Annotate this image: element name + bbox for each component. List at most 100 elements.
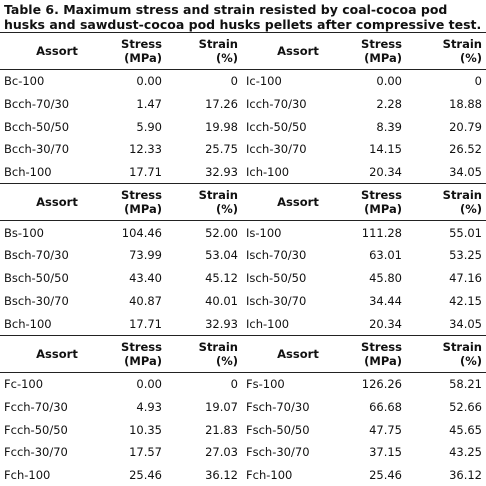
table-cell: Bs-100 [4,225,44,240]
table-row: Fc-100 0.00 0 Fs-100 126.26 58.21 [0,372,486,395]
table-cell: 47.75 [369,422,402,437]
table-cell: Fcch-70/30 [4,399,68,414]
table-cell: 34.44 [369,293,402,308]
column-header: Stress (MPa) [114,334,166,373]
table-title: Table 6. Maximum stress and strain resis… [4,2,482,32]
table-cell: 17.71 [129,165,162,180]
table-cell: 17.57 [129,445,162,460]
table-cell: 26.52 [449,142,482,157]
table-cell: 58.21 [449,377,482,392]
column-header: Assort [0,32,114,70]
table-cell: Fch-100 [4,467,51,482]
table-cell: 25.75 [205,142,238,157]
table-cell: 0.00 [136,377,162,392]
table-cell: 0.00 [376,74,402,89]
table-cell: 20.79 [449,119,482,134]
table-cell: 36.12 [449,467,482,482]
table-cell: 63.01 [369,248,402,263]
table-cell: 5.90 [136,119,162,134]
table-cell: 17.26 [205,97,238,112]
column-header: Strain (%) [166,183,242,222]
table-row: Bcch-50/50 5.90 19.98 Icch-50/50 8.39 20.79 [0,115,486,138]
table-cell: 53.04 [205,248,238,263]
table-cell: 32.93 [205,316,238,331]
header-row: Assort Stress (MPa) Strain (%) Assort Stress… [0,32,486,70]
column-header: Assort [0,334,114,373]
table-cell: Bch-100 [4,165,52,180]
table-cell: 8.39 [376,119,402,134]
table-cell: Ic-100 [246,74,282,89]
table-cell: 17.71 [129,316,162,331]
table-cell: 20.34 [369,165,402,180]
table-cell: 55.01 [449,225,482,240]
table-row: Fch-100 25.46 36.12 Fch-100 25.46 36.12 [0,464,486,486]
table-cell: Fc-100 [4,377,44,392]
table-cell: 43.40 [129,271,162,286]
table-cell: 27.03 [205,445,238,460]
column-header: Stress (MPa) [354,334,406,373]
table-cell: 34.05 [449,165,482,180]
table-row: Bc-100 0.00 0 Ic-100 0.00 0 [0,70,486,93]
column-header: Stress (MPa) [354,183,406,222]
table-cell: Bsch-30/70 [4,293,69,308]
table-cell: Bch-100 [4,316,52,331]
table-row: Bsch-50/50 43.40 45.12 Isch-50/50 45.80 47.16 [0,267,486,290]
table-cell: 45.80 [369,271,402,286]
table-cell: 19.07 [205,399,238,414]
table-cell: 2.28 [376,97,402,112]
table-cell: 66.68 [369,399,402,414]
table-cell: 25.46 [369,467,402,482]
table-cell: Isch-30/70 [246,293,307,308]
table-cell: 36.12 [205,467,238,482]
table-cell: 4.93 [136,399,162,414]
table-cell: Bsch-50/50 [4,271,69,286]
table-cell: 111.28 [361,225,402,240]
table-row: Fcch-50/50 10.35 21.83 Fsch-50/50 47.75 45.65 [0,418,486,441]
table-cell: 126.26 [361,377,402,392]
column-header: Stress (MPa) [114,183,166,222]
table-cell: Icch-50/50 [246,119,307,134]
column-header: Assort [242,32,354,70]
table-cell: Ich-100 [246,165,290,180]
column-header: Stress (MPa) [114,32,166,70]
table-cell: Icch-30/70 [246,142,307,157]
table-row: Bsch-70/30 73.99 53.04 Isch-70/30 63.01 53.25 [0,244,486,267]
table-row: Bcch-70/30 1.47 17.26 Icch-70/30 2.28 18.88 [0,93,486,116]
table-cell: 45.12 [205,271,238,286]
table-cell: 52.00 [205,225,238,240]
table-cell: Fsch-50/50 [246,422,310,437]
table-row: Bch-100 17.71 32.93 Ich-100 20.34 34.05 [0,312,486,335]
table-cell: Fcch-30/70 [4,445,68,460]
table-row: Bs-100 104.46 52.00 Is-100 111.28 55.01 [0,221,486,244]
table-cell: 0 [474,74,482,89]
table-cell: 25.46 [129,467,162,482]
table-row: Bcch-30/70 12.33 25.75 Icch-30/70 14.15 26.52 [0,138,486,161]
column-header: Strain (%) [406,32,486,70]
table-cell: Icch-70/30 [246,97,307,112]
table-cell: 52.66 [449,399,482,414]
table-cell: 21.83 [205,422,238,437]
table-cell: 20.34 [369,316,402,331]
column-header: Strain (%) [166,32,242,70]
column-header: Strain (%) [406,183,486,222]
table-cell: Fch-100 [246,467,293,482]
table-cell: Isch-70/30 [246,248,307,263]
header-row: Assort Stress (MPa) Strain (%) Assort Stress… [0,334,486,373]
table-cell: Bcch-50/50 [4,119,70,134]
table-cell: 10.35 [129,422,162,437]
table-cell: 34.05 [449,316,482,331]
column-header: Assort [242,183,354,222]
table-row: Fcch-70/30 4.93 19.07 Fsch-70/30 66.68 52.66 [0,396,486,419]
table-row: Fcch-30/70 17.57 27.03 Fsch-30/70 37.15 43.25 [0,441,486,464]
table-cell: Fsch-30/70 [246,445,310,460]
header-row: Assort Stress (MPa) Strain (%) Assort Stress… [0,183,486,222]
column-header: Strain (%) [166,334,242,373]
table-row: Bsch-30/70 40.87 40.01 Isch-30/70 34.44 42.15 [0,290,486,313]
table-cell: 0.00 [136,74,162,89]
table-cell: Bcch-70/30 [4,97,70,112]
table-cell: Fs-100 [246,377,285,392]
table-cell: 12.33 [129,142,162,157]
table-cell: Bsch-70/30 [4,248,69,263]
table-cell: 37.15 [369,445,402,460]
